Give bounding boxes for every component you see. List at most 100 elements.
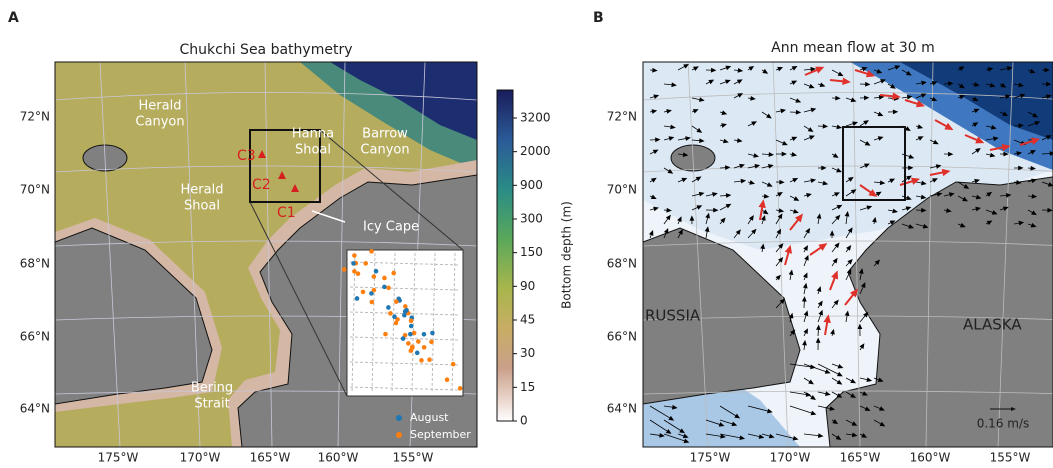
colorbar-tick-label: 15 [520,380,535,394]
inset-dot [370,300,375,305]
inset-dot [445,377,450,382]
lon-label: 160°W [910,451,951,465]
place: Shoal [184,199,220,214]
place: Barrow [362,127,408,142]
inset-dot [410,344,415,349]
inset-dot [406,341,411,346]
inset-dot [391,271,396,276]
inset-dot [382,276,387,281]
inset-dot [383,332,388,337]
place: Hanna [292,127,334,142]
lat-label: 64°N [20,402,50,416]
lat-label: 64°N [607,402,637,416]
inset-dot [342,267,347,272]
inset-dot [392,314,397,319]
lat-label: 66°N [20,330,50,344]
colorbar-tick-label: 2000 [520,144,551,158]
lat-label: 68°N [20,257,50,271]
inset-dot [422,332,427,337]
colorbar-tick-label: 900 [520,178,543,192]
legend-marker [396,432,402,438]
legend-label: September [410,428,471,441]
place: RUSSIA [645,307,701,325]
inset-dot [394,321,399,326]
colorbar-tick-label: 300 [520,212,543,226]
inset-dot [374,269,379,274]
station-label: C1 [277,205,296,221]
inset-dot [422,345,427,350]
lon-label: 170°W [180,451,221,465]
place: Strait [194,397,229,412]
place: Shoal [295,143,331,158]
inset-dot [427,357,432,362]
inset-dot [408,332,413,337]
inset-dot [355,296,360,301]
colorbar-tick-label: 45 [520,313,535,327]
lat-label: 70°N [20,183,50,197]
inset-dot [352,253,357,258]
inset-dot [351,261,356,266]
inset-dot [409,319,414,324]
station-label: C3 [237,148,256,164]
panel-letter: B [593,10,604,26]
inset-dot [363,261,368,266]
inset-dot [451,362,456,367]
inset-dot [409,324,414,329]
inset-dot [394,299,399,304]
lon-label: 165°W [250,451,291,465]
inset-dot [409,348,414,353]
inset-dot [415,351,420,356]
lat-label: 68°N [607,257,637,271]
title: Chukchi Sea bathymetry [180,42,353,58]
inset [347,250,463,396]
lat-label: 72°N [20,110,50,124]
colorbar [497,90,513,421]
place: ALASKA [963,316,1022,334]
colorbar-tick-label: 0 [520,414,528,428]
inset-dot [372,274,377,279]
figure: A Chukchi Sea bathymetry Herald Canyon H… [0,0,1053,464]
lon-label: 155°W [393,451,434,465]
place: Canyon [360,143,409,158]
inset-dot [361,290,366,295]
inset-dot [372,288,377,293]
colorbar-tick-label: 3200 [520,111,551,125]
lon-label: 165°W [840,451,881,465]
map-b [643,62,1053,447]
scale-label: 0.16 m/s [977,417,1030,431]
colorbar-tick-label: 150 [520,245,543,259]
inset-dot [430,331,435,336]
inset-dot [429,340,434,345]
inset-dot [403,309,408,314]
inset-dot [416,339,421,344]
inset-dot [352,269,357,274]
colorbar-tick-label: 90 [520,279,535,293]
inset-dot [402,313,407,318]
colorbar-label: Bottom depth (m) [560,201,574,309]
lon-label: 170°W [770,451,811,465]
inset-dot [386,305,391,310]
inset-dot [419,358,424,363]
lon-label: 175°W [98,451,139,465]
inset-dot [458,386,463,391]
lat-label: 66°N [607,330,637,344]
colorbar-tick-label: 30 [520,346,535,360]
place: Bering [191,381,233,396]
place: Canyon [135,115,184,130]
lon-label: 160°W [318,451,359,465]
title: Ann mean flow at 30 m [771,40,935,56]
inset-dot [382,285,387,290]
place: Icy Cape [363,220,419,235]
legend-marker [396,415,402,421]
lat-label: 72°N [607,110,637,124]
station-label: C2 [252,177,271,193]
inset-dot [388,311,393,316]
inset-dot [386,286,391,291]
lon-label: 175°W [690,451,731,465]
lat-label: 70°N [607,183,637,197]
legend-label: August [410,411,449,424]
inset-dot [369,249,374,254]
lon-label: 155°W [990,451,1031,465]
place: Herald [181,183,224,198]
place: Herald [139,99,182,114]
